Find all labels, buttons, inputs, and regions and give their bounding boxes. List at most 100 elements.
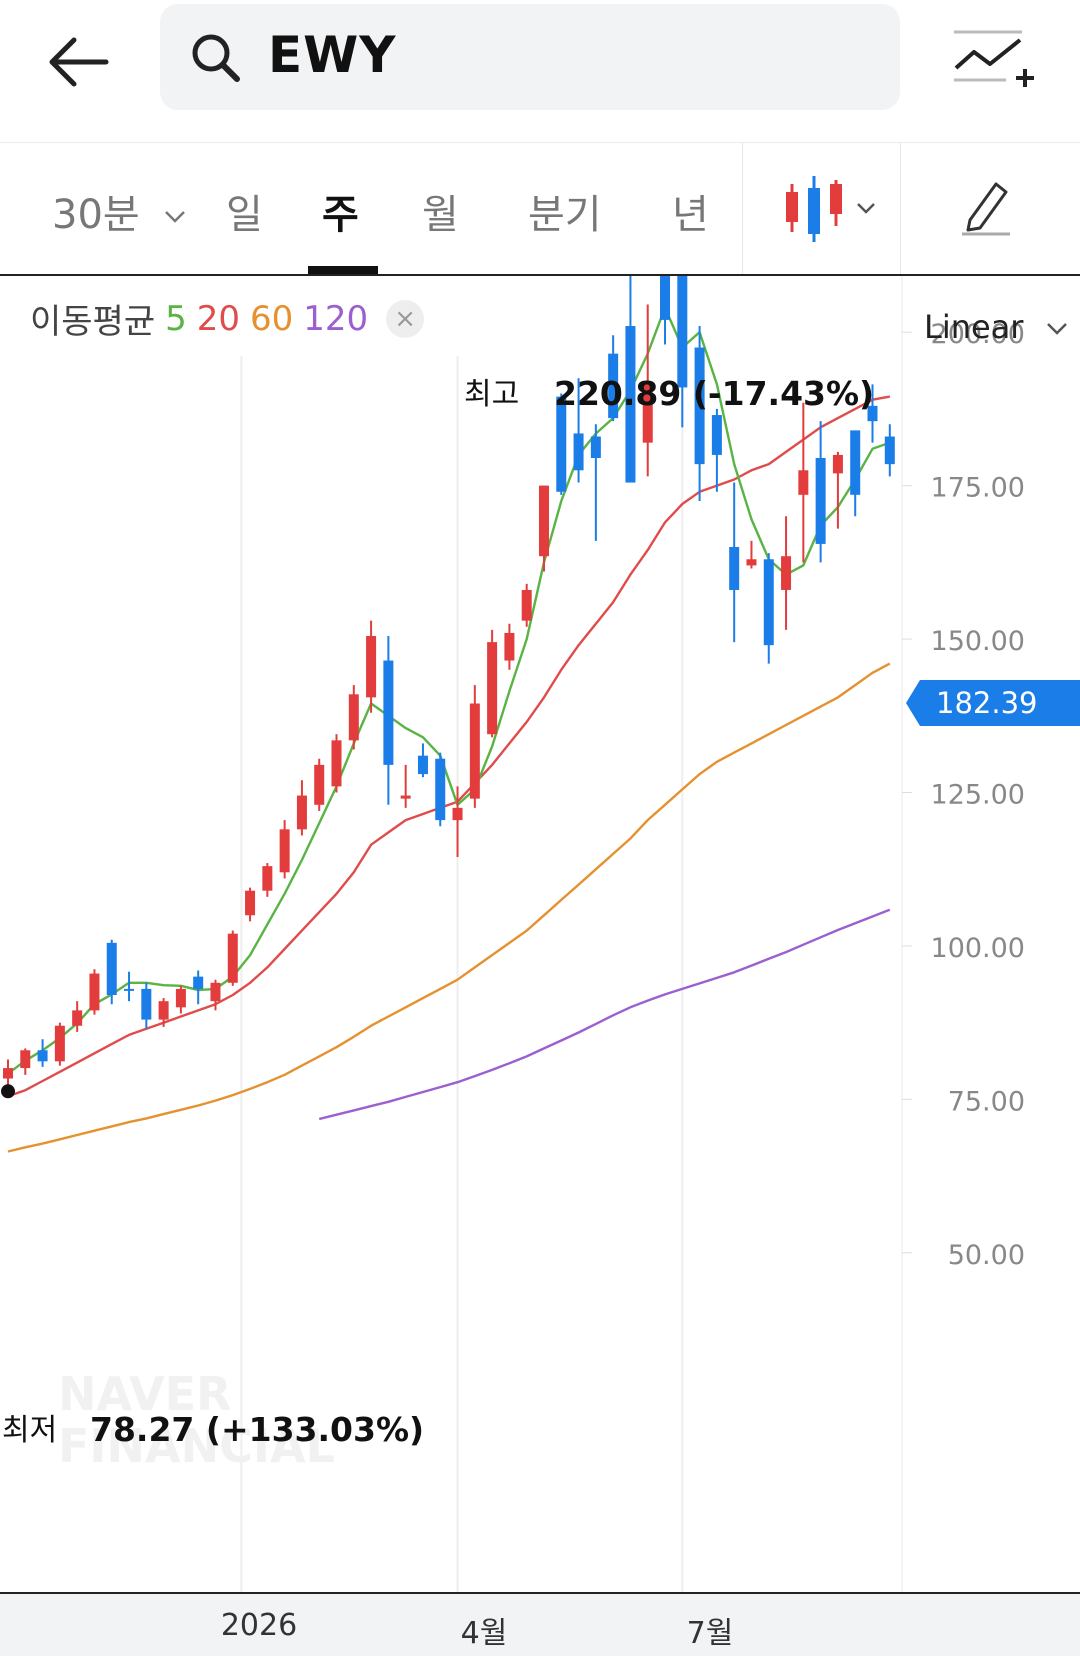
candle-body	[781, 556, 792, 590]
moving-average-legend[interactable]: 이동평균 5 20 60 120 ×	[30, 294, 425, 343]
x-tick-label: 4월	[460, 1616, 508, 1651]
y-tick-label: 200.00	[931, 319, 1025, 350]
current-price-badge: 182.39	[906, 680, 1080, 726]
candle-body	[3, 1068, 13, 1079]
x-tick-label: 7월	[686, 1616, 734, 1651]
ma20-line	[7, 395, 891, 1098]
candle-body	[867, 405, 878, 422]
candle-body	[452, 807, 463, 821]
ma-period-120: 120	[303, 298, 369, 339]
watermark-text: NAVER	[58, 1367, 231, 1421]
chart-type-button[interactable]	[782, 176, 882, 246]
candle-body	[521, 589, 532, 621]
back-button[interactable]	[40, 22, 120, 102]
tab-30min[interactable]: 30분	[52, 182, 186, 240]
candle-body	[469, 703, 480, 799]
draw-button[interactable]	[956, 176, 1018, 238]
price-chart[interactable]: 225.00200.00175.00150.00125.00100.0075.0…	[0, 276, 1080, 1592]
candle-body	[832, 454, 843, 474]
period-tabs: 30분 일 주 월 분기 년	[0, 142, 1080, 276]
candle-body	[538, 485, 549, 557]
tab-label: 일	[226, 192, 263, 238]
divider	[742, 142, 743, 274]
candle-body	[89, 973, 100, 1011]
candle-body	[435, 758, 446, 821]
add-comparison-button[interactable]	[950, 26, 1034, 98]
candle-body	[348, 694, 359, 741]
candle-body	[850, 430, 861, 495]
high-label: 최고	[464, 377, 519, 412]
candle-body	[296, 795, 307, 830]
candle-body	[262, 866, 273, 891]
candle-body	[158, 1001, 169, 1020]
pencil-icon	[962, 182, 1010, 236]
candle-body	[141, 988, 152, 1020]
candle-body	[590, 436, 601, 459]
y-tick-label: 75.00	[948, 1086, 1025, 1117]
candle-body	[366, 635, 377, 698]
tab-label: 30분	[52, 192, 140, 238]
candle-body	[504, 632, 515, 661]
ma-period-20: 20	[196, 298, 241, 339]
candle-body	[106, 942, 117, 996]
x-tick-label: 2026	[220, 1608, 298, 1643]
close-icon[interactable]: ×	[386, 299, 425, 338]
tab-quarter[interactable]: 분기	[528, 182, 602, 240]
search-icon	[192, 34, 240, 82]
candle-body	[763, 559, 774, 646]
candle-body	[608, 353, 619, 419]
candle-body	[694, 347, 705, 465]
candle-body	[677, 276, 688, 388]
y-tick-label: 175.00	[931, 473, 1025, 504]
candle-body	[815, 458, 826, 544]
candle-body	[729, 546, 740, 590]
ma-period-60: 60	[250, 298, 294, 339]
candle-body	[660, 276, 671, 320]
candle-body	[227, 933, 238, 983]
candle-body	[884, 436, 895, 465]
candle-body	[331, 740, 342, 787]
arrow-left-icon	[49, 37, 109, 87]
tab-label: 분기	[528, 192, 602, 238]
y-tick-label: 50.00	[948, 1240, 1025, 1271]
tab-day[interactable]: 일	[226, 182, 263, 240]
scale-label: Linear	[924, 308, 1024, 346]
candle-body	[625, 326, 636, 483]
candle-body	[383, 660, 394, 765]
candle-body	[72, 1010, 83, 1026]
y-tick-label: 125.00	[931, 780, 1025, 811]
candle-body	[279, 829, 290, 873]
y-tick-label: 150.00	[931, 626, 1025, 657]
candle-body	[37, 1050, 48, 1062]
ma5-line	[7, 306, 891, 1075]
candle-body	[487, 642, 498, 735]
high-value: 220.89 (-17.43%)	[554, 374, 874, 413]
tab-month[interactable]: 월	[422, 182, 459, 240]
tab-label: 년	[672, 192, 709, 238]
candlestick-icon	[786, 176, 875, 242]
ma-period-5: 5	[165, 298, 187, 339]
ma-label: 이동평균	[30, 302, 156, 342]
search-query[interactable]: EWY	[268, 26, 397, 84]
search-bar[interactable]: EWY	[160, 4, 900, 110]
tab-year[interactable]: 년	[672, 182, 709, 240]
tab-label: 주	[322, 192, 359, 238]
candle-body	[124, 988, 135, 991]
low-value: 78.27 (+133.03%)	[90, 1410, 424, 1449]
chevron-down-icon	[1046, 323, 1067, 335]
watermark-text: FINANCIAL	[58, 1419, 335, 1473]
tab-week[interactable]: 주	[322, 182, 359, 240]
candle-body	[245, 890, 256, 916]
ma60-line	[7, 662, 891, 1153]
candle-body	[746, 559, 757, 566]
low-marker	[1, 1084, 15, 1099]
ma120-line	[318, 908, 891, 1121]
active-tab-indicator	[308, 266, 378, 274]
candle-body	[642, 384, 653, 443]
scale-selector[interactable]: Linear	[924, 308, 1068, 346]
top-bar: EWY	[0, 0, 1080, 143]
candle-body	[193, 976, 204, 989]
candle-body	[175, 988, 186, 1008]
candle-body	[314, 764, 325, 805]
candle-body	[798, 470, 809, 495]
